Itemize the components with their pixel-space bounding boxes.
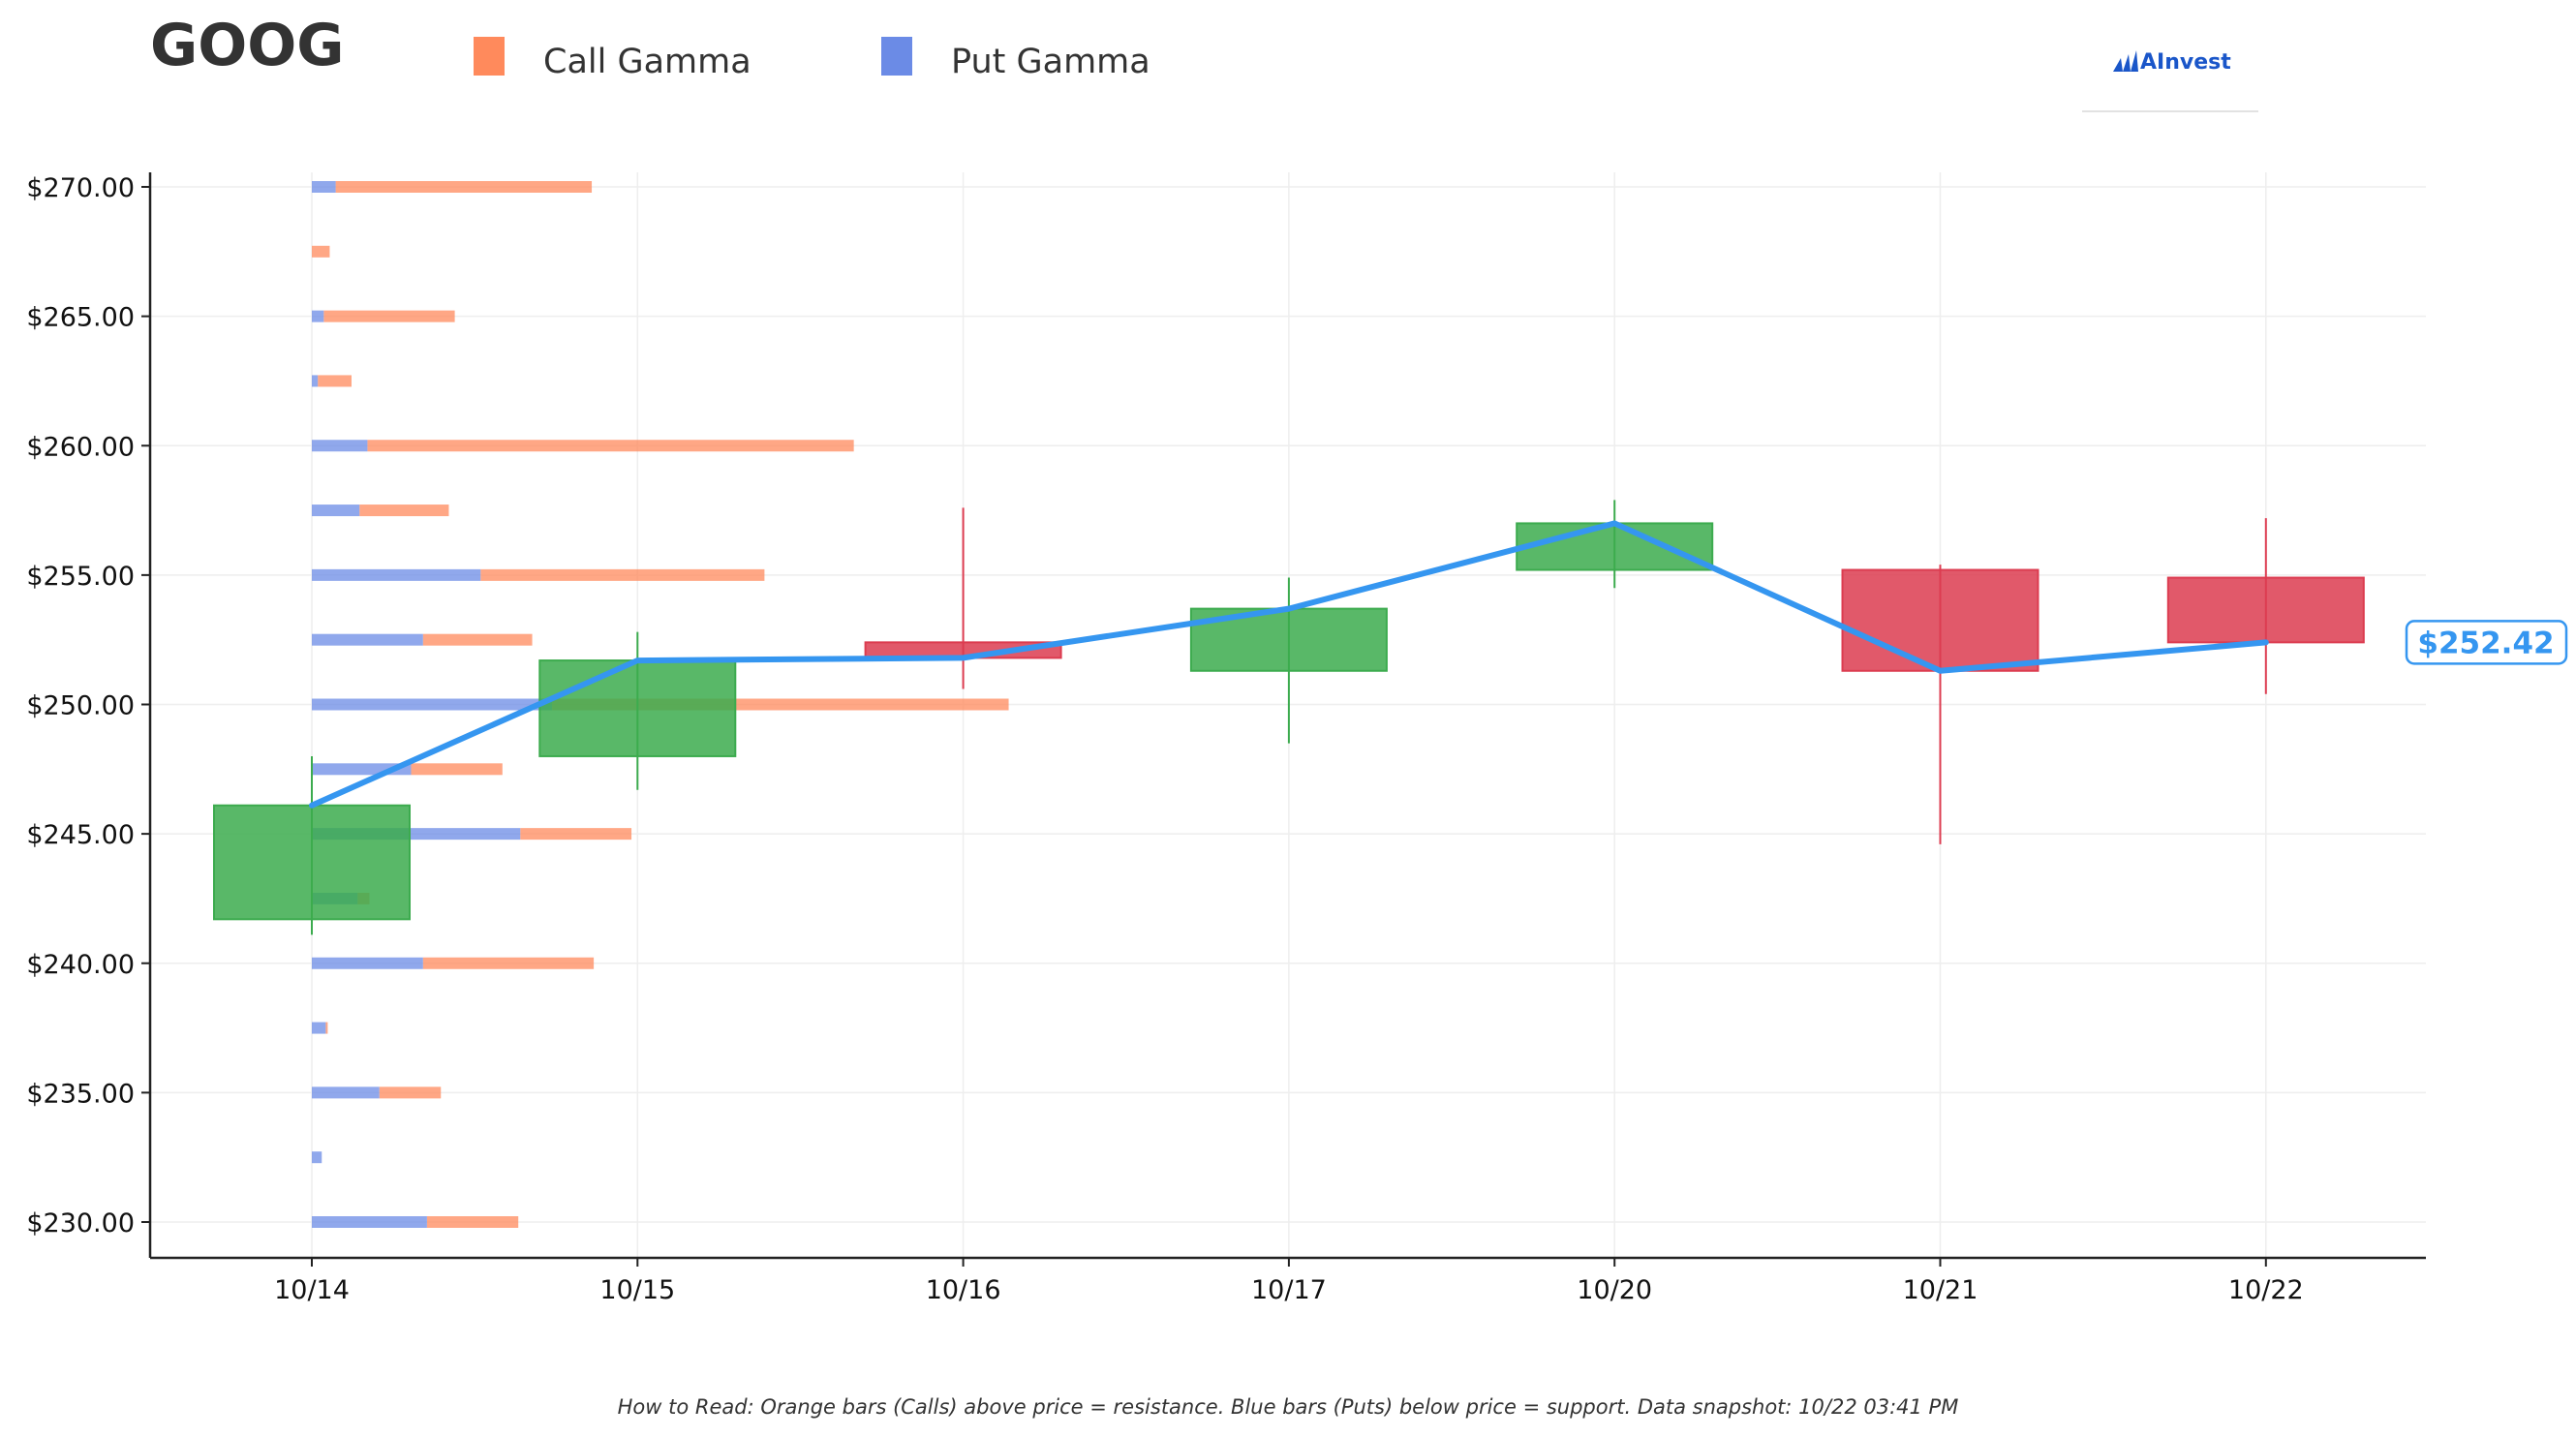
candle-body <box>2166 576 2365 644</box>
x-tick-label: 10/17 <box>1251 1275 1327 1305</box>
put-gamma-bar <box>312 375 319 387</box>
put-gamma-bar <box>312 698 553 711</box>
call-gamma-bar <box>312 245 330 258</box>
y-tick-label: $265.00 <box>26 303 135 333</box>
call-gamma-bar <box>422 633 533 646</box>
x-tick-label: 10/14 <box>274 1275 350 1305</box>
candlesticks <box>213 500 2365 935</box>
put-gamma-bar <box>312 1086 380 1099</box>
candle-body <box>213 804 411 921</box>
x-tick-label: 10/15 <box>599 1275 675 1305</box>
last-price-box <box>2405 620 2568 665</box>
x-tick-label: 10/20 <box>1577 1275 1652 1305</box>
candle-body <box>538 659 737 757</box>
call-gamma-swatch <box>474 37 505 76</box>
close-price-line: $252.42 <box>309 520 2568 809</box>
y-tick-label: $245.00 <box>26 820 135 850</box>
ainvest-logo-icon <box>2113 50 2138 72</box>
legend-label-put-gamma: Put Gamma <box>951 43 1150 81</box>
put-gamma-bar <box>312 1022 326 1034</box>
y-tick-label: $270.00 <box>26 173 135 203</box>
put-gamma-bar <box>312 310 324 322</box>
call-gamma-bar <box>323 310 455 322</box>
y-tick-label: $255.00 <box>26 562 135 592</box>
legend-label-call-gamma: Call Gamma <box>543 43 751 81</box>
call-gamma-bar <box>325 1022 328 1034</box>
put-gamma-bar <box>312 568 481 581</box>
call-gamma-bar <box>318 375 352 387</box>
y-tick-label: $230.00 <box>26 1208 135 1238</box>
put-gamma-bar <box>312 440 368 452</box>
candle-body <box>1841 568 2039 672</box>
put-gamma-bar <box>312 633 423 646</box>
put-gamma-bar <box>312 181 336 193</box>
ticker-title: GOOG <box>150 12 345 79</box>
put-gamma-swatch <box>881 37 912 76</box>
x-tick-label: 10/22 <box>2228 1275 2304 1305</box>
last-price-text: $252.42 <box>2417 626 2554 660</box>
call-gamma-bar <box>359 504 449 517</box>
call-gamma-bar <box>335 181 593 193</box>
y-tick-label: $240.00 <box>26 950 135 980</box>
call-gamma-bar <box>480 568 765 581</box>
last-price-label: $252.42 <box>2405 620 2568 665</box>
y-tick-label: $260.00 <box>26 432 135 462</box>
how-to-read-footnote: How to Read: Orange bars (Calls) above p… <box>617 1395 1959 1419</box>
x-tick-label: 10/16 <box>926 1275 1001 1305</box>
close-price-polyline <box>309 520 2269 809</box>
y-tick-label: $250.00 <box>26 691 135 721</box>
call-gamma-bar <box>426 1216 519 1228</box>
put-gamma-bar <box>312 957 423 969</box>
candle-body <box>1516 522 1714 571</box>
call-gamma-bar <box>520 828 632 841</box>
y-tick-label: $235.00 <box>26 1079 135 1109</box>
call-gamma-bar <box>411 763 503 776</box>
logo-underline <box>2082 110 2258 112</box>
ainvest-logo-text: AInvest <box>2140 50 2231 75</box>
put-gamma-bar <box>312 504 360 517</box>
ainvest-logo: AInvest <box>2111 48 2256 77</box>
x-tick-label: 10/21 <box>1903 1275 1978 1305</box>
axes: $230.00 $235.00 $240.00 $245.00 $250.00 $255.… <box>26 172 2426 1305</box>
call-gamma-bar <box>367 440 854 452</box>
call-gamma-bar <box>422 957 595 969</box>
put-gamma-bar <box>312 1216 427 1228</box>
put-gamma-bar <box>312 1151 322 1164</box>
call-gamma-bar <box>379 1086 442 1099</box>
